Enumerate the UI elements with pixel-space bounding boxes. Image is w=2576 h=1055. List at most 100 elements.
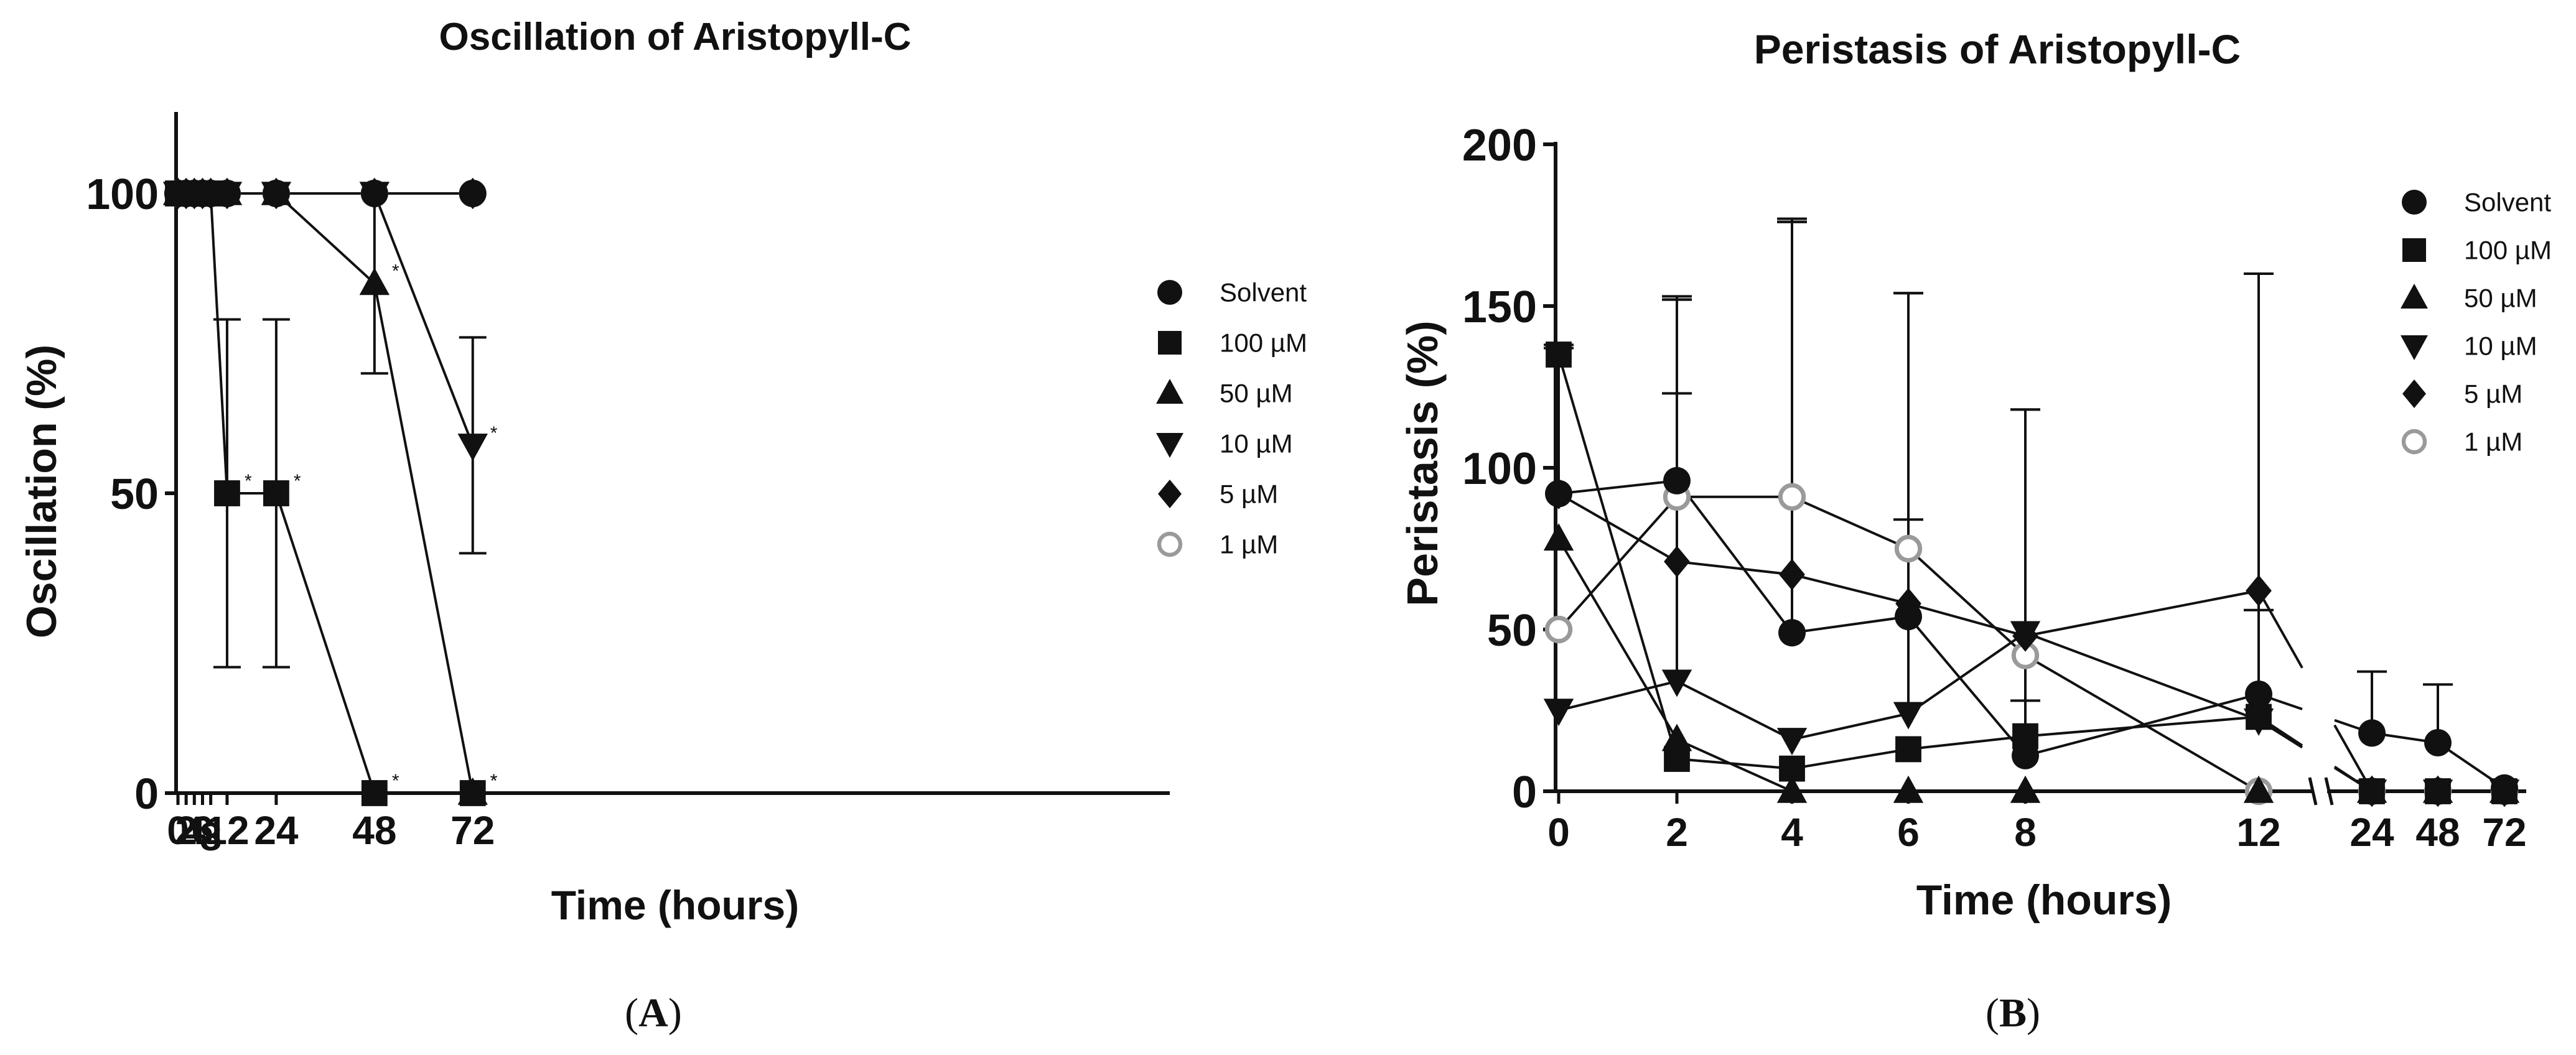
data-point xyxy=(2010,621,2041,649)
legend-label: 10 µM xyxy=(2464,332,2537,361)
data-point xyxy=(459,780,486,806)
x-tick-label: 0 xyxy=(1547,810,1570,855)
legend-label: 50 µM xyxy=(2464,284,2537,313)
x-tick-label: 24 xyxy=(2350,810,2394,855)
legend-label: 5 µM xyxy=(1220,480,1278,509)
chart-a-y-axis-title: Oscillation (%) xyxy=(18,345,65,638)
legend-marker xyxy=(2401,284,2428,309)
legend-marker xyxy=(2401,429,2427,455)
series-line xyxy=(1558,492,2259,638)
data-point xyxy=(1543,699,1574,727)
data-point xyxy=(1546,342,1572,368)
data-point xyxy=(1895,603,1922,631)
data-point xyxy=(1544,615,1573,644)
legend-label: 100 µM xyxy=(2464,236,2552,265)
x-tick-label: 6 xyxy=(192,808,214,853)
data-point xyxy=(1895,736,1921,763)
chart-b-title: Peristasis of Aristopyll-C xyxy=(1754,26,2241,72)
significance-star: * xyxy=(490,771,498,791)
panel-label-b: (B) xyxy=(1986,990,2040,1036)
data-point xyxy=(214,480,240,506)
significance-star: * xyxy=(294,471,301,491)
significance-star: * xyxy=(245,471,252,491)
legend-label: 1 µM xyxy=(1220,530,1278,559)
x-tick-label: 4 xyxy=(184,808,206,853)
legend-marker xyxy=(1157,531,1183,557)
chart-a-legend: Solvent 100 µM 50 µM 10 µM 5 µM 1 µM xyxy=(1156,278,1307,559)
data-point xyxy=(262,180,290,207)
y-tick-label: 150 xyxy=(1462,282,1537,332)
legend-marker xyxy=(1158,480,1182,508)
x-tick-label: 48 xyxy=(2415,810,2460,855)
panel-label-a: (A) xyxy=(625,990,682,1036)
legend-marker xyxy=(2402,190,2427,215)
x-tick-label: 12 xyxy=(2236,810,2280,855)
legend-label: 100 µM xyxy=(1220,328,1307,358)
data-point xyxy=(361,780,388,806)
significance-star: * xyxy=(490,423,498,444)
data-point xyxy=(1893,775,1924,803)
data-point xyxy=(213,180,241,207)
data-point xyxy=(1664,746,1690,772)
data-point xyxy=(457,434,488,462)
legend-marker xyxy=(1158,331,1182,355)
legend-marker xyxy=(2402,238,2426,262)
data-point xyxy=(1894,534,1923,563)
data-point xyxy=(2424,729,2452,756)
data-point xyxy=(1661,723,1692,751)
series-line xyxy=(1557,538,2259,792)
data-point xyxy=(1776,775,1808,803)
data-point xyxy=(359,267,390,295)
chart-b-axis-break-mark xyxy=(2324,777,2334,806)
data-point xyxy=(2245,681,2272,708)
chart-b-y-axis-title: Peristasis (%) xyxy=(1398,320,1447,606)
legend-marker xyxy=(1156,433,1183,458)
data-point xyxy=(360,180,388,207)
significance-star: * xyxy=(392,261,399,282)
chart-b-axis-break-mark xyxy=(2308,777,2318,806)
data-point xyxy=(2010,775,2041,803)
data-point xyxy=(459,180,487,207)
chart-b-legend: Solvent 100 µM 50 µM 10 µM 5 µM 1 µM xyxy=(2401,188,2552,457)
series-line xyxy=(2257,590,2303,669)
data-point xyxy=(2246,704,2272,730)
data-point xyxy=(1778,619,1806,647)
x-tick-label: 8 xyxy=(200,814,222,859)
data-point xyxy=(1543,523,1574,551)
legend-label: 50 µM xyxy=(1220,379,1293,408)
legend-marker xyxy=(2402,379,2426,408)
data-point xyxy=(1663,467,1691,495)
chart-a-title: Oscillation of Aristopyll-C xyxy=(439,16,912,58)
legend-label: Solvent xyxy=(1220,278,1307,307)
oscillation-chart: Oscillation of Aristopyll-C Oscillation … xyxy=(18,16,1307,928)
x-tick-label: 12 xyxy=(205,808,249,853)
data-point xyxy=(2012,741,2039,769)
legend-label: Solvent xyxy=(2464,188,2551,217)
x-tick-label: 2 xyxy=(175,808,197,853)
legend-marker xyxy=(1157,280,1182,305)
x-tick-label: 72 xyxy=(2482,810,2526,855)
y-tick-label: 50 xyxy=(110,470,159,518)
series-line xyxy=(1558,479,2259,758)
data-point xyxy=(1664,546,1690,578)
data-point xyxy=(1545,480,1572,508)
chart-a-x-axis-title: Time (hours) xyxy=(551,882,799,928)
data-point xyxy=(1778,483,1806,511)
legend-marker xyxy=(2401,335,2428,360)
data-point xyxy=(2246,575,2272,607)
data-point xyxy=(2359,778,2385,804)
x-tick-label: 2 xyxy=(1666,810,1688,855)
x-tick-label: 0 xyxy=(167,808,189,853)
legend-label: 5 µM xyxy=(2464,379,2522,409)
x-tick-label: 24 xyxy=(254,808,299,853)
peristasis-chart: Peristasis of Aristopyll-C Peristasis (%… xyxy=(1398,26,2552,924)
data-point xyxy=(263,480,289,506)
x-tick-label: 48 xyxy=(352,808,396,853)
data-point xyxy=(1893,702,1924,730)
legend-label: 1 µM xyxy=(2464,427,2522,457)
y-tick-label: 0 xyxy=(134,769,159,818)
significance-star: * xyxy=(392,771,399,791)
x-tick-label: 72 xyxy=(450,808,495,853)
chart-b-x-axis-title: Time (hours) xyxy=(1916,876,2172,924)
